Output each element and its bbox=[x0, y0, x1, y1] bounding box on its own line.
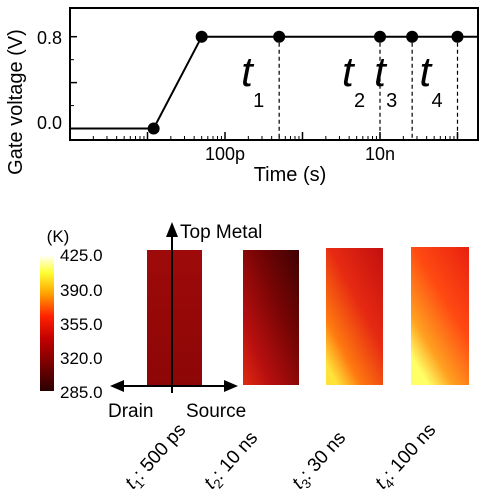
x-tick-label-100p: 100p bbox=[205, 144, 245, 164]
voltage-data-point bbox=[374, 30, 386, 43]
colorbar-tick-390: 390.0 bbox=[60, 281, 103, 300]
panel-label-t3: t3: 30 ns bbox=[288, 428, 352, 496]
colorbar bbox=[40, 255, 54, 391]
voltage-data-point bbox=[195, 30, 208, 43]
time-label-t3: t bbox=[374, 48, 388, 95]
voltage-data-point bbox=[406, 30, 419, 43]
y-axis-label: Gate voltage (V) bbox=[5, 29, 27, 175]
x-minor-ticks bbox=[92, 136, 455, 140]
time-label-t4: t bbox=[420, 48, 434, 95]
axis-arrows bbox=[110, 222, 238, 393]
temperature-map-t4 bbox=[411, 247, 469, 385]
voltage-data-point bbox=[451, 30, 464, 43]
voltage-series-points bbox=[147, 30, 464, 135]
temperature-map-t2 bbox=[243, 250, 299, 385]
time-label-sub-2: 2 bbox=[354, 90, 365, 112]
time-label-t1: t bbox=[241, 48, 255, 95]
voltage-data-point bbox=[147, 122, 160, 135]
time-label-sub-1: 1 bbox=[253, 90, 264, 112]
temperature-maps: (K) 425.0 390.0 355.0 320.0 285.0 Top Me… bbox=[40, 222, 469, 496]
time-markers bbox=[278, 42, 459, 140]
time-label-t2: t bbox=[342, 48, 356, 95]
x-axis-label: Time (s) bbox=[254, 164, 327, 186]
temperature-map-t3 bbox=[326, 248, 383, 385]
top-metal-arrowhead bbox=[166, 222, 178, 237]
colorbar-tick-320: 320.0 bbox=[60, 349, 103, 368]
colorbar-tick-425: 425.0 bbox=[60, 246, 103, 265]
panel-label-t1: t1: 500 ps bbox=[121, 420, 192, 496]
colorbar-tick-285: 285.0 bbox=[60, 383, 103, 402]
x-tick-label-10n: 10n bbox=[365, 144, 395, 164]
y-tick-label-0.8: 0.8 bbox=[37, 28, 62, 48]
temperature-map-t1 bbox=[147, 250, 202, 385]
top-metal-label: Top Metal bbox=[180, 222, 262, 243]
time-label-sub-3: 3 bbox=[386, 90, 397, 112]
source-label: Source bbox=[186, 401, 246, 422]
y-tick-label-0.0: 0.0 bbox=[37, 113, 62, 133]
colorbar-ticks: 425.0 390.0 355.0 320.0 285.0 bbox=[60, 246, 103, 402]
voltage-series-line bbox=[70, 35, 478, 130]
drain-label: Drain bbox=[108, 401, 153, 422]
plot-frame bbox=[69, 7, 479, 141]
source-arrowhead bbox=[224, 380, 238, 392]
y-ticks bbox=[70, 35, 77, 130]
colorbar-unit: (K) bbox=[47, 227, 70, 246]
panel-label-t4: t4: 100 ns bbox=[371, 420, 442, 496]
time-label-sub-4: 4 bbox=[432, 90, 443, 112]
colorbar-tick-355: 355.0 bbox=[60, 315, 103, 334]
panel-label-t2: t2: 10 ns bbox=[200, 428, 264, 496]
drain-arrowhead bbox=[110, 380, 124, 392]
voltage-data-point bbox=[273, 30, 286, 43]
